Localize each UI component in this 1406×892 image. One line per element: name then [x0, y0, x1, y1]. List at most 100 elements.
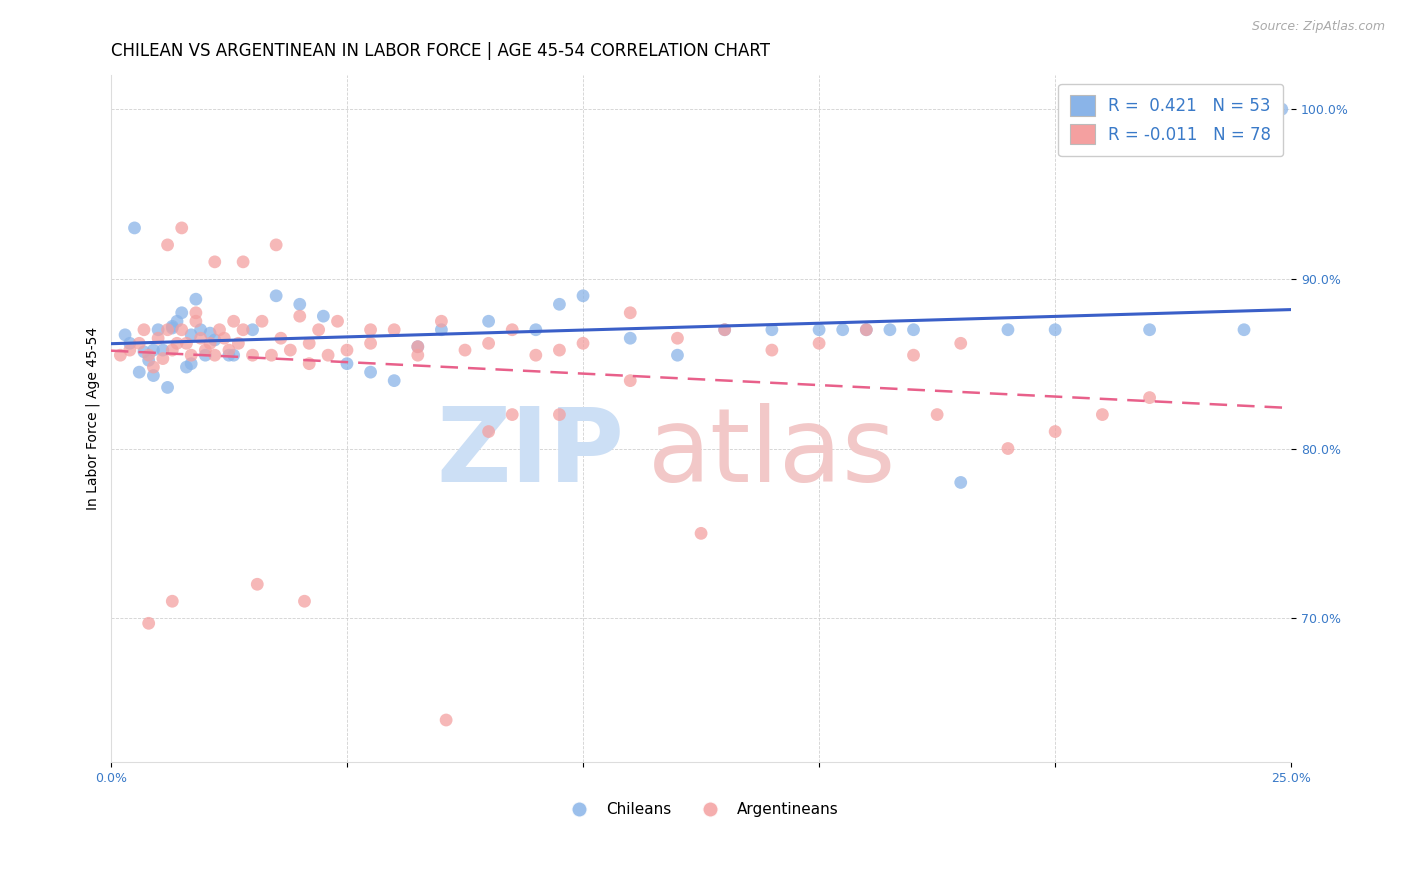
Point — [204, 348, 226, 362]
Point — [170, 221, 193, 235]
Point — [212, 331, 235, 345]
Point — [1139, 323, 1161, 337]
Point — [406, 340, 429, 354]
Point — [312, 309, 335, 323]
Point — [308, 323, 330, 337]
Point — [1233, 323, 1256, 337]
Point — [430, 314, 453, 328]
Point — [152, 343, 174, 357]
Point — [619, 306, 641, 320]
Text: CHILEAN VS ARGENTINEAN IN LABOR FORCE | AGE 45-54 CORRELATION CHART: CHILEAN VS ARGENTINEAN IN LABOR FORCE | … — [111, 42, 770, 60]
Point — [162, 343, 184, 357]
Point — [264, 289, 287, 303]
Point — [1043, 323, 1066, 337]
Point — [478, 336, 501, 351]
Point — [242, 323, 264, 337]
Point — [198, 326, 221, 340]
Point — [855, 323, 877, 337]
Point — [124, 221, 146, 235]
Point — [118, 336, 141, 351]
Point — [903, 323, 925, 337]
Point — [204, 333, 226, 347]
Point — [166, 314, 188, 328]
Point — [156, 380, 179, 394]
Point — [1271, 102, 1294, 116]
Point — [218, 343, 240, 357]
Point — [808, 336, 831, 351]
Point — [360, 336, 382, 351]
Point — [118, 343, 141, 357]
Point — [831, 323, 853, 337]
Point — [156, 323, 179, 337]
Point — [180, 357, 202, 371]
Point — [808, 323, 831, 337]
Point — [927, 408, 949, 422]
Point — [382, 323, 405, 337]
Point — [430, 323, 453, 337]
Point — [152, 351, 174, 366]
Point — [170, 306, 193, 320]
Point — [949, 336, 972, 351]
Point — [270, 331, 292, 345]
Point — [138, 616, 160, 631]
Point — [176, 336, 198, 351]
Point — [198, 336, 221, 351]
Point — [761, 343, 783, 357]
Point — [288, 297, 311, 311]
Point — [524, 323, 547, 337]
Point — [434, 713, 457, 727]
Point — [142, 360, 165, 375]
Point — [548, 343, 571, 357]
Point — [298, 357, 321, 371]
Point — [548, 408, 571, 422]
Point — [190, 323, 212, 337]
Point — [879, 323, 901, 337]
Point — [316, 348, 339, 362]
Point — [138, 353, 160, 368]
Point — [208, 323, 231, 337]
Point — [128, 336, 150, 351]
Y-axis label: In Labor Force | Age 45-54: In Labor Force | Age 45-54 — [86, 327, 100, 510]
Point — [142, 368, 165, 383]
Point — [478, 425, 501, 439]
Point — [278, 343, 301, 357]
Point — [146, 323, 169, 337]
Point — [360, 323, 382, 337]
Text: Source: ZipAtlas.com: Source: ZipAtlas.com — [1251, 20, 1385, 33]
Point — [132, 344, 155, 359]
Point — [110, 348, 132, 362]
Point — [218, 348, 240, 362]
Point — [184, 292, 207, 306]
Point — [360, 365, 382, 379]
Point — [180, 348, 202, 362]
Point — [298, 336, 321, 351]
Point — [162, 321, 184, 335]
Point — [997, 442, 1019, 456]
Point — [572, 336, 595, 351]
Point — [294, 594, 316, 608]
Point — [190, 331, 212, 345]
Point — [242, 348, 264, 362]
Point — [232, 255, 254, 269]
Point — [326, 314, 349, 328]
Point — [128, 365, 150, 379]
Point — [184, 314, 207, 328]
Point — [232, 323, 254, 337]
Point — [166, 336, 188, 351]
Point — [176, 360, 198, 375]
Point — [246, 577, 269, 591]
Point — [1139, 391, 1161, 405]
Point — [997, 323, 1019, 337]
Point — [382, 374, 405, 388]
Text: atlas: atlas — [648, 402, 897, 504]
Point — [222, 348, 245, 362]
Point — [903, 348, 925, 362]
Point — [180, 327, 202, 342]
Point — [524, 348, 547, 362]
Point — [855, 323, 877, 337]
Point — [288, 309, 311, 323]
Point — [1043, 425, 1066, 439]
Point — [222, 314, 245, 328]
Point — [264, 238, 287, 252]
Point — [572, 289, 595, 303]
